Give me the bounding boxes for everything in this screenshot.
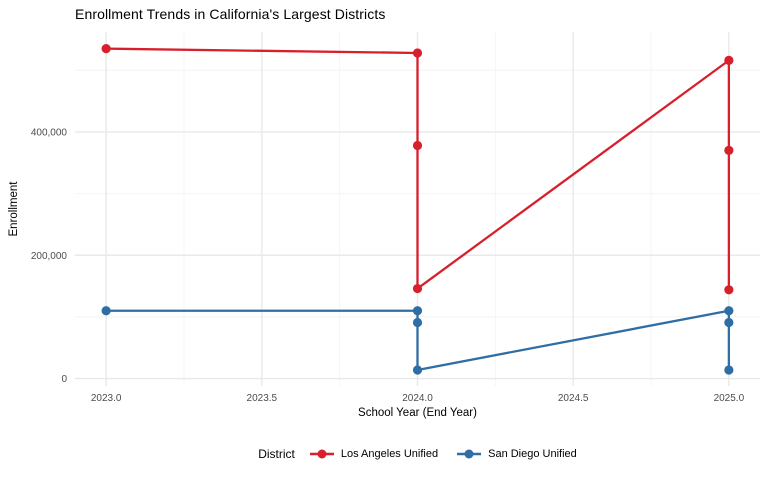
- data-point: [724, 285, 734, 295]
- chart-title: Enrollment Trends in California's Larges…: [75, 6, 386, 22]
- legend-entry: Los Angeles Unified: [309, 447, 438, 461]
- x-tick-label: 2023.5: [247, 393, 278, 404]
- data-point: [724, 365, 734, 375]
- x-tick-label: 2023.0: [91, 393, 122, 404]
- data-point: [724, 306, 734, 316]
- series-line: [106, 47, 731, 290]
- y-tick-label: 0: [61, 374, 67, 385]
- legend-title: District: [258, 447, 295, 461]
- x-tick-label: 2025.0: [714, 393, 745, 404]
- data-point: [412, 283, 423, 294]
- data-point: [101, 44, 111, 54]
- x-axis-title: School Year (End Year): [358, 407, 477, 419]
- data-point: [724, 317, 734, 328]
- legend-entries: Los Angeles Unified San Diego Unified: [309, 447, 577, 461]
- legend-label: Los Angeles Unified: [340, 448, 439, 460]
- legend-key-icon: [457, 449, 482, 459]
- legend-entry: San Diego Unified: [456, 447, 577, 461]
- data-point: [101, 306, 111, 316]
- data-point: [412, 140, 423, 151]
- legend: District Los Angeles Unified San Diego Un…: [75, 443, 760, 465]
- data-point: [412, 365, 423, 375]
- x-tick-label: 2024.5: [558, 393, 589, 404]
- data-point: [412, 317, 423, 328]
- legend-key-icon: [309, 449, 334, 459]
- data-point: [724, 55, 734, 65]
- x-tick-label: 2024.0: [402, 393, 433, 404]
- data-point: [412, 306, 423, 316]
- data-point: [412, 48, 423, 58]
- legend-label: San Diego Unified: [488, 448, 577, 460]
- data-point: [724, 145, 734, 156]
- y-tick-label: 200,000: [31, 251, 68, 262]
- y-tick-label: 400,000: [31, 127, 68, 138]
